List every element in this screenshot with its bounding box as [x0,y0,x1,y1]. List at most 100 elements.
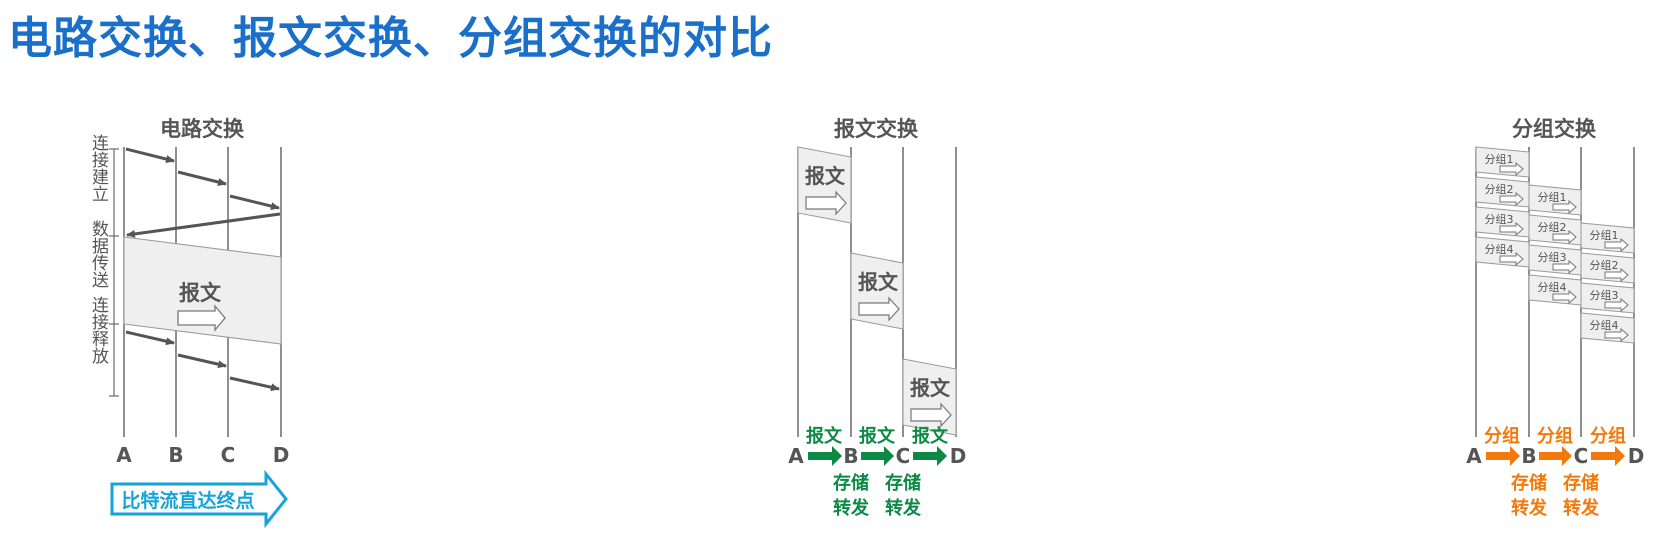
message-node-label-b: B [843,444,858,468]
release-arrow-cd [229,376,280,392]
packet-label: 分组2 [1538,220,1567,234]
message-forward-label-c: 转发 [885,497,922,519]
packet-hop-label-cd: 分组 [1590,425,1626,447]
packet-label: 分组1 [1590,228,1619,242]
message-hop-arrow-ab [808,446,842,466]
page-title: 电路交换、报文交换、分组交换的对比 [8,13,773,64]
circuit-message-arrow-icon [177,304,226,332]
packet-4-bc: 分组4 [1528,274,1582,306]
message-block-bc: 报文 [850,252,904,330]
message-block-cd: 报文 [902,358,957,436]
message-block-label: 报文 [910,376,951,400]
message-block-label: 报文 [858,270,899,294]
packet-forward-label-c: 转发 [1563,497,1600,519]
packet-label: 分组3 [1590,288,1619,302]
packet-store-label-c: 存储 [1563,472,1599,494]
packet-node-label-d: D [1628,444,1645,468]
packet-1-bc: 分组1 [1528,184,1582,216]
message-node-label-d: D [950,444,967,468]
packet-label: 分组4 [1485,242,1514,256]
setup-arrow-bc [177,170,227,186]
packet-arrow-icon [1604,327,1629,343]
message-hop-arrow-bc [861,446,894,466]
message-block-label: 报文 [805,164,846,188]
packet-2-cd: 分组2 [1580,252,1635,284]
message-heading: 报文交换 [834,117,919,141]
message-block-arrow-icon [910,402,952,428]
packet-hop-arrow-bc [1539,446,1572,466]
packet-hop-label-bc: 分组 [1537,425,1573,447]
packet-node-label-c: C [1574,444,1589,468]
message-forward-label-b: 转发 [833,497,870,519]
message-node-label-a: A [788,444,804,468]
packet-arrow-icon [1552,259,1577,275]
packet-arrow-icon [1604,237,1629,253]
packet-3-cd: 分组3 [1580,282,1635,314]
packet-2-bc: 分组2 [1528,214,1582,246]
packet-arrow-icon [1499,161,1524,177]
message-hop-arrow-cd [913,446,947,466]
packet-switching-panel: 分组交换 分组1 分组2 分组3 分组4 分组1 [1466,117,1644,519]
message-store-label-c: 存储 [885,472,921,494]
circuit-switching-panel: 电路交换 连接建立 数据传送 连接释放 报文 A B C D [88,117,290,529]
packet-arrow-icon [1499,191,1524,207]
packet-label: 分组3 [1538,250,1567,264]
packet-arrow-icon [1552,199,1577,215]
packet-arrow-icon [1499,251,1524,267]
message-hop-label-ab: 报文 [806,425,843,447]
packet-node-label-b: B [1521,444,1536,468]
circuit-heading: 电路交换 [160,117,245,141]
packet-3-bc: 分组3 [1528,244,1582,276]
message-block-ab: 报文 [797,146,852,224]
packet-hop-arrow-cd [1591,446,1625,466]
packet-label: 分组4 [1538,280,1567,294]
packet-forward-label-b: 转发 [1511,497,1548,519]
message-block-arrow-icon [805,190,847,216]
data-transfer-band [123,236,282,345]
packet-4-ab: 分组4 [1475,236,1530,268]
setup-arrow-ab [125,147,175,163]
circuit-node-label-b: B [168,443,183,467]
packet-node-label-a: A [1466,444,1482,468]
circuit-node-label-a: A [116,443,132,467]
phase-label-setup: 连接建立 [88,134,109,202]
packet-label: 分组1 [1485,152,1514,166]
circuit-node-label-d: D [273,443,290,467]
packet-hop-label-ab: 分组 [1484,425,1520,447]
packet-label: 分组2 [1590,258,1619,272]
packet-label: 分组4 [1590,318,1619,332]
message-switching-panel: 报文交换 报文 报文 报文 报文 报文 报文 A B C D [788,117,966,519]
packet-hop-arrow-ab [1486,446,1520,466]
packet-label: 分组1 [1538,190,1567,204]
packet-arrow-icon [1604,267,1629,283]
message-hop-label-cd: 报文 [912,425,949,447]
release-arrow-bc [177,353,227,369]
packet-heading: 分组交换 [1512,117,1597,141]
packet-arrow-icon [1552,229,1577,245]
packet-arrow-icon [1604,297,1629,313]
packet-label: 分组2 [1485,182,1514,196]
packet-2-ab: 分组2 [1475,176,1530,208]
setup-return-arrow [126,212,281,238]
release-arrow-ab [125,330,175,346]
bitstream-banner-arrow [110,469,288,529]
packet-label: 分组3 [1485,212,1514,226]
packet-arrow-icon [1499,221,1524,237]
circuit-node-label-c: C [221,443,236,467]
packet-store-label-b: 存储 [1511,472,1547,494]
packet-4-cd: 分组4 [1580,312,1635,344]
bitstream-banner-text: 比特流直达终点 [121,489,254,512]
setup-arrow-cd [229,194,280,210]
packet-1-cd: 分组1 [1580,222,1635,254]
message-node-label-c: C [896,444,911,468]
circuit-message-label: 报文 [179,281,222,305]
message-hop-label-bc: 报文 [859,425,896,447]
message-store-label-b: 存储 [833,472,869,494]
phase-label-release: 连接释放 [88,296,109,364]
message-block-arrow-icon [858,296,900,322]
packet-3-ab: 分组3 [1475,206,1530,238]
packet-arrow-icon [1552,289,1577,305]
packet-1-ab: 分组1 [1475,146,1530,178]
phase-label-transfer: 数据传送 [88,220,109,288]
